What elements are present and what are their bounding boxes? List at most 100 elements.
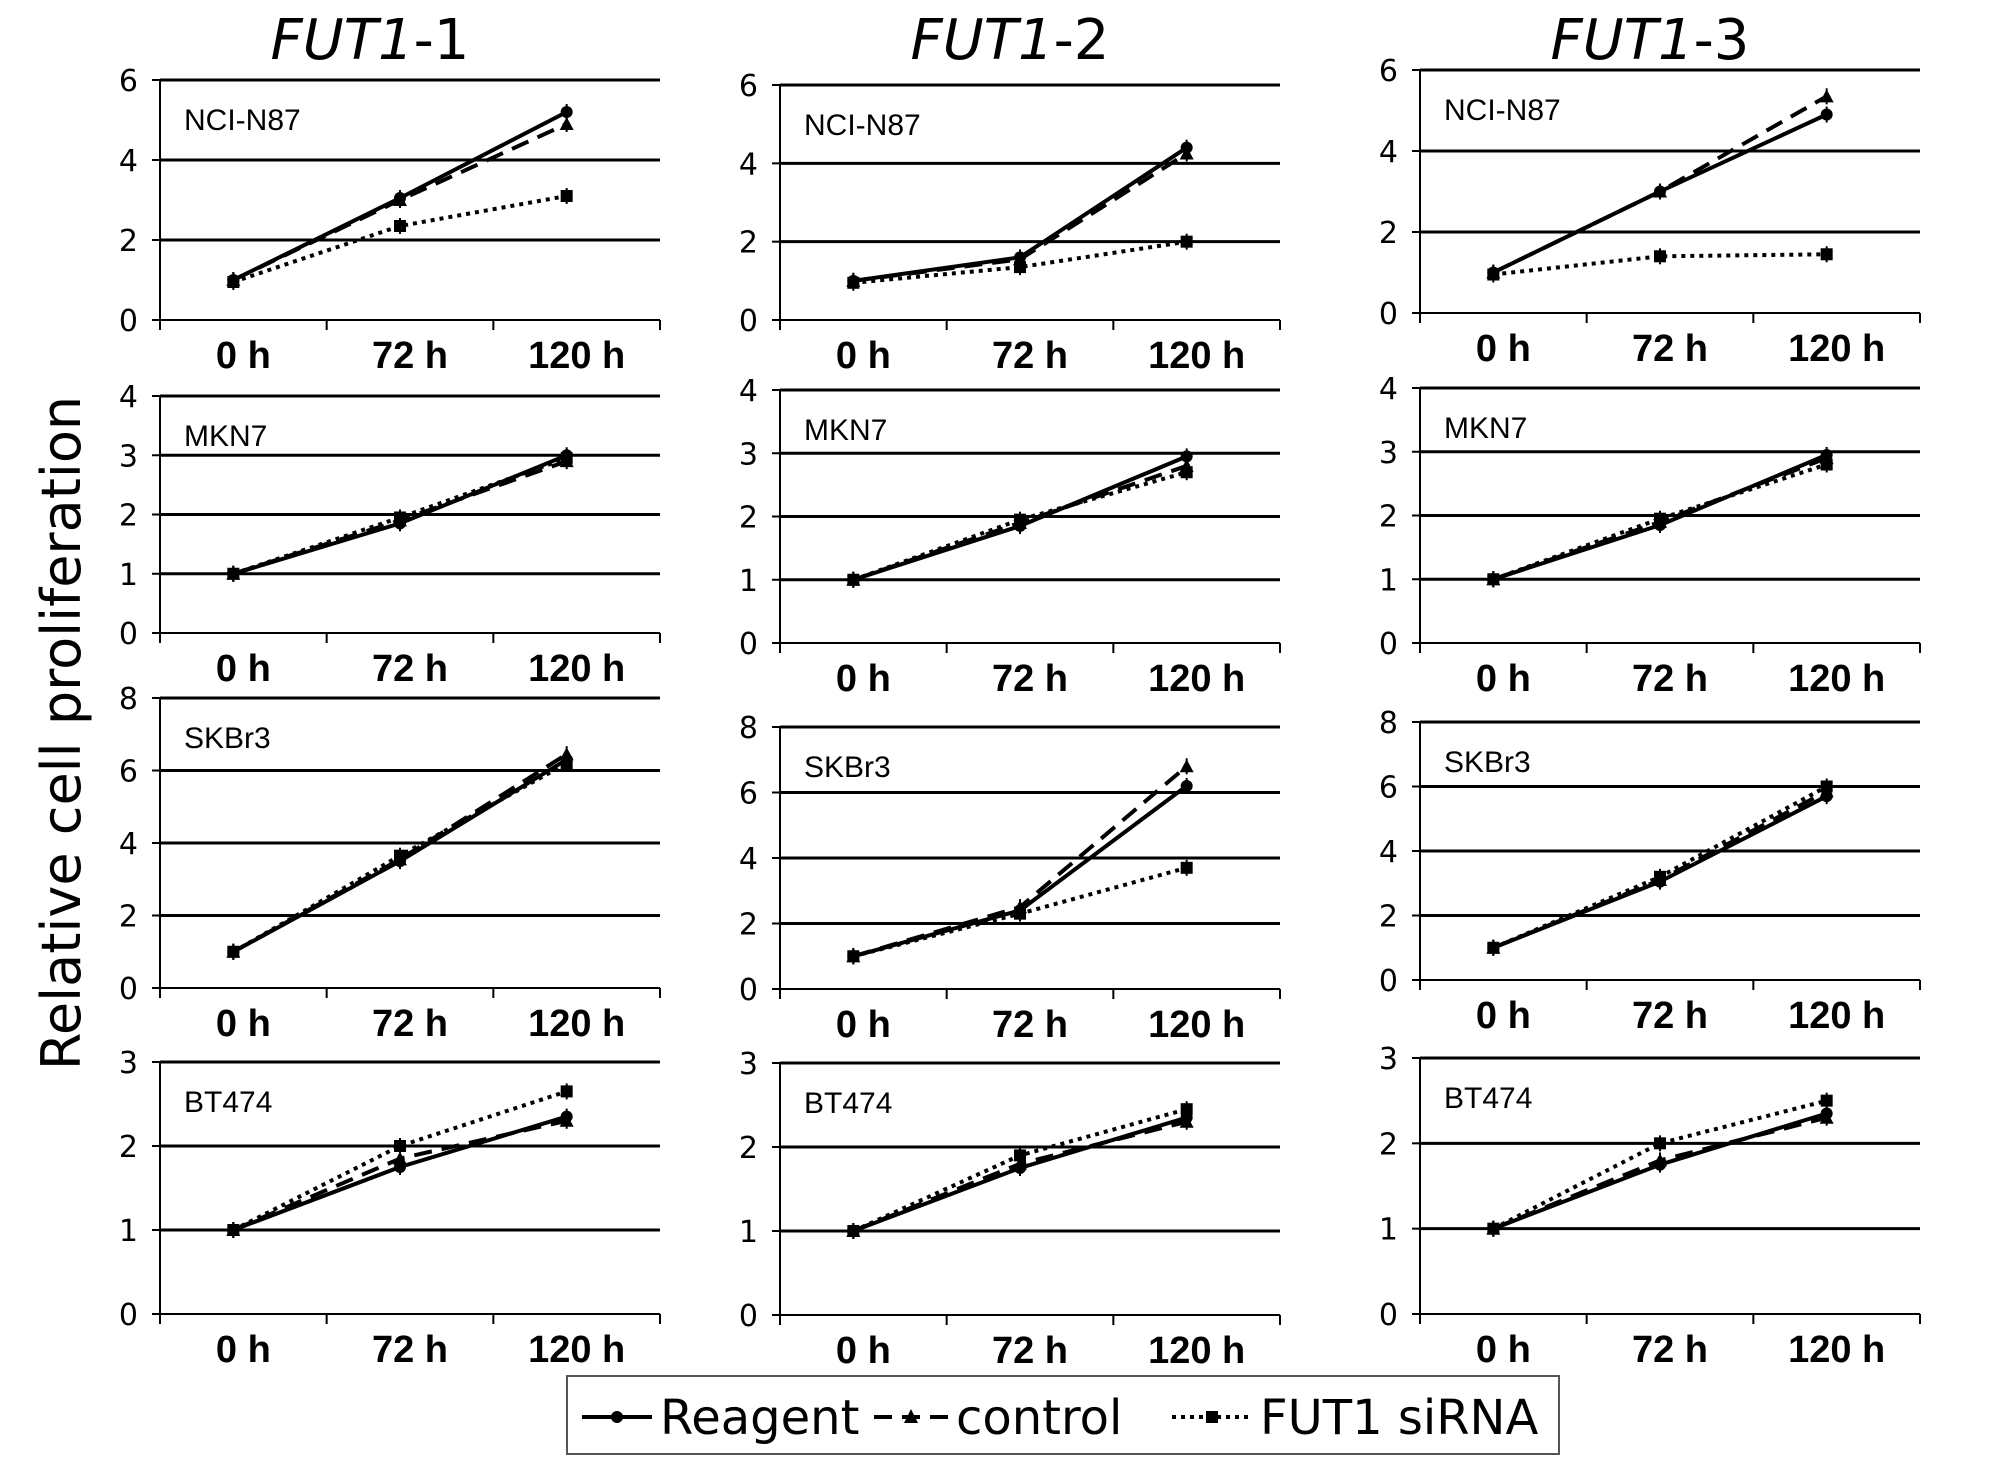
cell-line-label: SKBr3 xyxy=(1444,746,1531,779)
data-point-fut1-sirna xyxy=(1820,1094,1833,1107)
cell-line-label: NCI-N87 xyxy=(1444,94,1561,127)
x-category-label: 0 h xyxy=(836,1330,891,1372)
data-point-control xyxy=(1819,1110,1834,1124)
panel-skbr3-2: 0 2 4 6 8 0 h 72 h 120 h SKBr3 xyxy=(710,707,1290,1049)
chart-svg: 0 2 4 6 0 h 72 h 120 h NCI-N87 xyxy=(739,69,1281,377)
y-tick-label: 2 xyxy=(119,900,138,935)
data-point-control xyxy=(559,117,574,130)
data-point-fut1-sirna xyxy=(1180,235,1193,248)
y-tick-label: 0 xyxy=(1379,627,1398,662)
x-category-label: 0 h xyxy=(216,648,271,690)
x-category-label: 72 h xyxy=(372,1003,448,1045)
x-category-label: 120 h xyxy=(528,335,625,377)
y-tick-label: 1 xyxy=(739,1215,758,1250)
column-title-2-suffix: -2 xyxy=(1053,8,1110,73)
data-point-fut1-sirna xyxy=(394,511,406,524)
cell-line-label: SKBr3 xyxy=(184,722,271,755)
data-point-fut1-sirna xyxy=(1654,512,1666,525)
data-point-fut1-sirna xyxy=(1014,1149,1026,1162)
x-category-label: 120 h xyxy=(1788,995,1885,1037)
x-category-label: 0 h xyxy=(216,335,271,377)
x-category-label: 0 h xyxy=(216,1329,271,1371)
data-point-fut1-sirna xyxy=(1014,513,1026,526)
series-line-fut1-sirna xyxy=(1492,784,1828,950)
cell-line-label: SKBr3 xyxy=(804,751,891,784)
x-category-label: 0 h xyxy=(836,1004,891,1046)
x-category-label: 72 h xyxy=(992,1330,1068,1372)
y-tick-label: 1 xyxy=(1379,1213,1398,1248)
panel-mkn7-1: 0 1 2 3 4 0 h 72 h 120 h MKN7 xyxy=(90,376,670,693)
panel-nci-n87-2: 0 2 4 6 0 h 72 h 120 h NCI-N87 xyxy=(710,65,1290,380)
data-point-fut1-sirna xyxy=(1014,907,1026,920)
data-point-fut1-sirna xyxy=(847,950,860,963)
data-point-fut1-sirna xyxy=(1820,248,1833,261)
x-category-label: 0 h xyxy=(1476,995,1531,1037)
legend: Reagent control FUT1 siRNA xyxy=(566,1375,1560,1455)
x-category-label: 120 h xyxy=(528,1003,625,1045)
y-tick-label: 0 xyxy=(739,627,758,662)
x-category-label: 120 h xyxy=(1148,1004,1245,1046)
column-title-2-gene: FUT1 xyxy=(910,8,1054,73)
data-point-control xyxy=(1653,184,1667,198)
data-point-fut1-sirna xyxy=(1487,941,1500,954)
x-category-label: 72 h xyxy=(372,1329,448,1371)
data-point-reagent xyxy=(1180,450,1193,463)
column-title-2: FUT1-2 xyxy=(730,8,1290,73)
y-tick-label: 0 xyxy=(739,973,758,1008)
cell-line-label: MKN7 xyxy=(804,414,887,447)
x-category-label: 0 h xyxy=(1476,658,1531,700)
panel-nci-n87-3: 0 2 4 6 0 h 72 h 120 h NCI-N87 xyxy=(1350,50,1930,373)
y-tick-label: 3 xyxy=(739,1047,758,1082)
data-point-fut1-sirna xyxy=(1487,573,1500,586)
chart-svg: 0 2 4 6 0 h 72 h 120 h NCI-N87 xyxy=(1379,54,1921,370)
data-point-fut1-sirna xyxy=(1654,870,1666,883)
y-tick-label: 6 xyxy=(739,69,758,104)
y-tick-label: 0 xyxy=(739,1299,758,1334)
y-tick-label: 0 xyxy=(119,617,138,652)
x-category-label: 120 h xyxy=(1788,1329,1885,1371)
y-tick-label: 2 xyxy=(1379,1127,1398,1162)
legend-reagent-marker xyxy=(611,1411,623,1423)
chart-svg: 0 1 2 3 4 0 h 72 h 120 h MKN7 xyxy=(1379,372,1921,700)
x-category-label: 72 h xyxy=(992,658,1068,700)
data-point-fut1-sirna xyxy=(1820,458,1833,471)
data-point-control xyxy=(1179,759,1194,773)
column-title-1-gene: FUT1 xyxy=(270,8,414,73)
data-point-fut1-sirna xyxy=(1180,466,1193,479)
data-point-fut1-sirna xyxy=(394,849,406,862)
data-point-fut1-sirna xyxy=(847,573,860,586)
cell-line-label: MKN7 xyxy=(184,420,267,453)
x-category-label: 120 h xyxy=(528,1329,625,1371)
data-point-reagent xyxy=(1180,779,1193,792)
y-tick-label: 4 xyxy=(1379,835,1398,870)
y-tick-label: 1 xyxy=(739,564,758,599)
cell-line-label: MKN7 xyxy=(1444,412,1527,445)
column-title-3: FUT1-3 xyxy=(1370,8,1930,73)
chart-svg: 0 1 2 3 0 h 72 h 120 h BT474 xyxy=(739,1047,1281,1372)
data-point-fut1-sirna xyxy=(227,1224,240,1236)
y-tick-label: 1 xyxy=(119,558,138,593)
x-category-label: 0 h xyxy=(1476,328,1531,370)
y-tick-label: 0 xyxy=(119,972,138,1007)
y-tick-label: 3 xyxy=(119,439,138,474)
legend-sirna-marker xyxy=(1206,1411,1218,1423)
series-line-control xyxy=(852,764,1188,959)
chart-svg: 0 2 4 6 8 0 h 72 h 120 h SKBr3 xyxy=(1379,706,1921,1037)
y-tick-label: 6 xyxy=(1379,54,1398,89)
y-tick-label: 2 xyxy=(1379,500,1398,535)
series-line-control xyxy=(852,1119,1188,1233)
y-tick-label: 2 xyxy=(119,224,138,259)
legend-reagent-label: Reagent xyxy=(660,1390,859,1446)
cell-line-label: NCI-N87 xyxy=(804,109,921,142)
series-line-fut1-sirna xyxy=(853,239,1188,285)
cell-line-label: BT474 xyxy=(184,1086,272,1119)
column-title-3-gene: FUT1 xyxy=(1550,8,1694,73)
data-point-fut1-sirna xyxy=(1654,250,1666,263)
series-line-fut1-sirna xyxy=(1493,252,1827,277)
y-tick-label: 0 xyxy=(119,304,138,339)
y-tick-label: 2 xyxy=(119,1130,138,1165)
y-tick-label: 4 xyxy=(119,380,138,415)
legend-graphic: Reagent control FUT1 siRNA xyxy=(582,1390,1538,1446)
column-title-1: FUT1-1 xyxy=(90,8,650,73)
